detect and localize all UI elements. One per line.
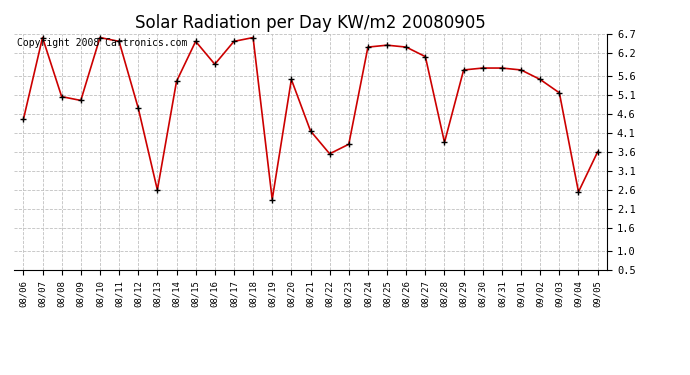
Title: Solar Radiation per Day KW/m2 20080905: Solar Radiation per Day KW/m2 20080905 (135, 14, 486, 32)
Text: Copyright 2008 Cartronics.com: Copyright 2008 Cartronics.com (17, 39, 187, 48)
